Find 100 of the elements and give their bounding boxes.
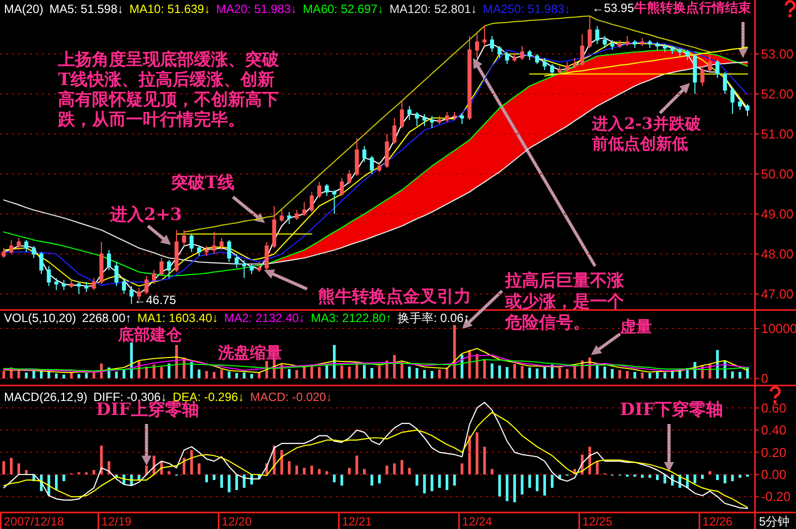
bar bbox=[724, 474, 726, 484]
candlestick bbox=[528, 50, 532, 60]
candlestick bbox=[738, 100, 742, 110]
bar bbox=[182, 458, 186, 474]
bar bbox=[100, 446, 103, 474]
bar bbox=[2, 371, 6, 378]
candlestick bbox=[144, 276, 148, 294]
bar bbox=[430, 474, 434, 492]
legend-title: MA(20) bbox=[4, 2, 44, 16]
bar bbox=[302, 468, 306, 474]
candlestick bbox=[302, 202, 306, 216]
bar bbox=[476, 432, 478, 474]
bar bbox=[115, 372, 118, 378]
bar bbox=[716, 474, 719, 480]
candlestick bbox=[69, 280, 74, 288]
bar bbox=[205, 371, 208, 378]
candlestick bbox=[174, 230, 179, 272]
candlestick bbox=[625, 36, 630, 46]
candlestick bbox=[242, 260, 246, 278]
candlestick bbox=[362, 146, 366, 162]
bar bbox=[62, 474, 66, 482]
bar bbox=[168, 364, 170, 378]
candlestick bbox=[280, 210, 284, 222]
candlestick bbox=[558, 66, 562, 74]
y-tick-label: -0.20 bbox=[761, 489, 791, 504]
y-tick-label: 0 bbox=[761, 371, 768, 386]
text: MA1: 1603.40↓ bbox=[137, 311, 218, 325]
candlestick bbox=[354, 138, 359, 176]
text: MA120: 52.801↓ bbox=[390, 2, 477, 16]
bar bbox=[543, 474, 546, 496]
legend-label: MA20: 51.983↓ bbox=[216, 2, 297, 16]
text: MA10: 51.639↓ bbox=[129, 2, 210, 16]
candlestick bbox=[670, 46, 674, 54]
bar bbox=[198, 463, 200, 474]
y-tick-label: 50.00 bbox=[761, 166, 794, 182]
bar bbox=[363, 365, 366, 378]
candlestick bbox=[370, 156, 374, 174]
bar bbox=[528, 368, 531, 378]
bar bbox=[423, 474, 426, 494]
bar bbox=[400, 362, 404, 378]
bar bbox=[220, 370, 223, 378]
bar bbox=[490, 364, 494, 378]
candlestick bbox=[482, 26, 487, 46]
bar bbox=[393, 355, 396, 378]
bar bbox=[355, 456, 358, 474]
bar bbox=[738, 474, 742, 478]
candlestick bbox=[317, 182, 322, 198]
bar bbox=[664, 372, 666, 378]
bar bbox=[701, 474, 704, 479]
bar bbox=[416, 474, 418, 486]
bar bbox=[318, 367, 321, 378]
candlestick bbox=[640, 38, 644, 46]
candlestick bbox=[92, 278, 96, 290]
candlestick bbox=[580, 34, 584, 66]
candlestick bbox=[430, 116, 434, 128]
candlestick bbox=[227, 240, 232, 262]
annotation: 牛熊转换点行情结束 bbox=[633, 0, 751, 16]
candlestick bbox=[9, 240, 14, 254]
candlestick bbox=[572, 58, 577, 68]
bar bbox=[85, 373, 88, 378]
candlestick bbox=[332, 190, 336, 214]
bar bbox=[694, 474, 696, 484]
bar bbox=[378, 366, 381, 378]
bar bbox=[340, 366, 344, 378]
candlestick bbox=[54, 278, 58, 290]
bar bbox=[536, 368, 538, 378]
candlestick bbox=[618, 40, 622, 48]
candlestick bbox=[512, 54, 517, 62]
bar bbox=[212, 372, 216, 378]
candlestick bbox=[588, 16, 592, 48]
bar bbox=[130, 342, 133, 378]
y-tick-label: 0.40 bbox=[761, 422, 786, 438]
bar bbox=[340, 474, 344, 486]
x-tick-label: 2007/12/18 bbox=[4, 514, 64, 528]
candlestick bbox=[730, 88, 734, 114]
bar bbox=[212, 474, 216, 480]
bar bbox=[168, 471, 170, 474]
candlestick bbox=[24, 240, 28, 252]
bar bbox=[423, 370, 426, 378]
bar bbox=[228, 474, 230, 492]
y-tick-label: 51.00 bbox=[761, 126, 794, 142]
candlestick bbox=[490, 36, 494, 52]
x-axis-title: 5分钟 bbox=[759, 514, 790, 528]
candlestick bbox=[602, 36, 607, 48]
candlestick bbox=[414, 112, 419, 126]
candlestick bbox=[565, 62, 570, 72]
candlestick bbox=[400, 100, 404, 128]
bar bbox=[520, 474, 524, 494]
text: MA3: 2122.80↑ bbox=[310, 311, 392, 325]
bar bbox=[416, 368, 418, 378]
bar bbox=[145, 466, 148, 474]
candlestick bbox=[16, 238, 21, 250]
x-tick-label: 12/19 bbox=[101, 514, 132, 528]
bar bbox=[160, 367, 163, 378]
bar bbox=[498, 474, 501, 497]
bar bbox=[92, 470, 96, 474]
candlestick bbox=[347, 170, 352, 184]
bar bbox=[408, 366, 411, 378]
x-tick-label: 12/24 bbox=[462, 514, 492, 528]
candlestick bbox=[152, 270, 156, 284]
